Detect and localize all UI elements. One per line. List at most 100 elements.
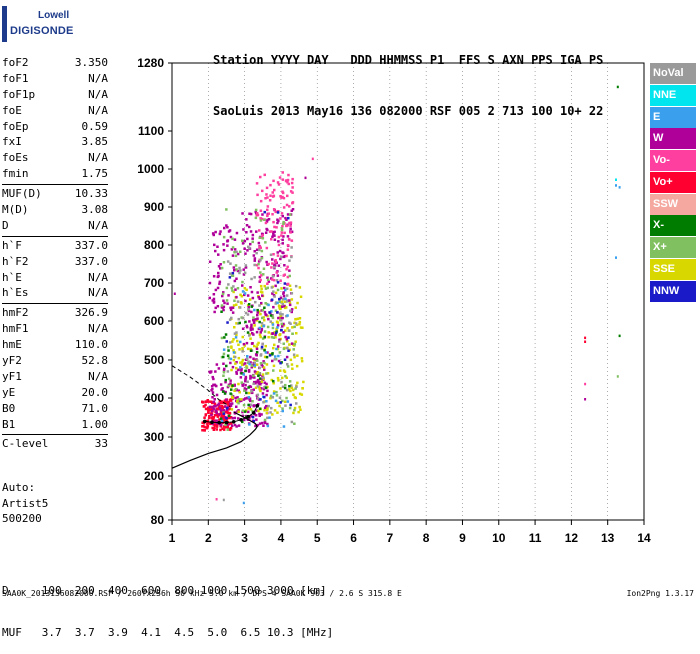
echo-point (295, 385, 298, 388)
legend-item: NNW (650, 280, 696, 302)
echo-point (270, 286, 274, 289)
param-name: hmE (2, 338, 22, 352)
echo-point (247, 386, 250, 389)
echo-point (255, 418, 258, 421)
echo-point (286, 275, 290, 279)
echo-point (248, 298, 252, 301)
echo-point (242, 273, 246, 276)
echo-point (258, 275, 262, 279)
echo-point (276, 281, 280, 284)
echo-point (278, 306, 281, 309)
header-value: SaoLuis (213, 104, 264, 118)
echo-point (253, 370, 257, 373)
echo-point (217, 271, 220, 275)
echo-point (265, 186, 269, 190)
echo-point (284, 288, 287, 292)
echo-point (276, 211, 280, 214)
echo-point (242, 363, 245, 366)
echo-point (232, 351, 236, 354)
echo-point (247, 370, 251, 373)
echo-point (273, 230, 276, 234)
echo-point (228, 341, 232, 344)
echo-point (290, 420, 294, 424)
echo-point (283, 286, 286, 290)
echo-point (265, 372, 268, 375)
echo-point (246, 355, 249, 358)
echo-point (215, 384, 218, 388)
param-name: foE (2, 103, 22, 117)
echo-point (299, 326, 303, 329)
echo-point (266, 218, 269, 222)
echo-point (258, 377, 262, 380)
echo-point (295, 332, 298, 335)
x-tick-label: 3 (241, 531, 248, 545)
echo-point (270, 378, 273, 382)
echo-point (285, 306, 288, 309)
echo-point (215, 419, 218, 422)
echo-point (261, 375, 264, 378)
echo-point (256, 193, 259, 197)
echo-point (235, 303, 238, 306)
echo-point (206, 422, 209, 426)
echo-point (280, 255, 283, 259)
echo-point (244, 410, 247, 413)
echo-point (229, 235, 233, 239)
echo-point (271, 332, 274, 335)
echo-point (298, 317, 302, 320)
echo-point (286, 365, 290, 368)
echo-point (281, 313, 284, 316)
echo-point (268, 416, 271, 419)
echo-point (229, 308, 233, 312)
echo-point (173, 292, 176, 295)
param-row: B1 1.00 (2, 417, 108, 433)
echo-point (213, 398, 216, 401)
echo-point (238, 306, 242, 309)
echo-point (272, 265, 276, 269)
param-name: foF1p (2, 87, 36, 101)
echo-point (278, 351, 282, 354)
echo-point (224, 410, 228, 414)
legend-item: X- (650, 215, 696, 237)
echo-point (290, 308, 294, 311)
echo-point (256, 311, 259, 314)
echo-point (230, 422, 233, 425)
echo-point (246, 249, 249, 252)
echo-point (281, 409, 284, 413)
echo-point (289, 227, 292, 230)
echo-point (279, 257, 282, 261)
echo-point (272, 390, 276, 393)
echo-point (277, 359, 281, 363)
echo-point (252, 254, 256, 257)
echo-point (255, 363, 259, 366)
echo-point (237, 356, 241, 360)
param-name: fmin (2, 167, 29, 181)
param-value: N/A (88, 151, 108, 165)
echo-point (220, 419, 224, 423)
legend-item: Vo- (650, 150, 696, 171)
echo-point (232, 349, 235, 352)
echo-point (246, 347, 250, 351)
echo-point (260, 324, 264, 328)
echo-point (260, 274, 263, 277)
echo-point (285, 287, 289, 290)
echo-points (173, 85, 621, 505)
echo-point (262, 324, 265, 328)
echo-point (279, 369, 282, 372)
param-name: B0 (2, 401, 16, 415)
y-tick-label: 900 (144, 200, 164, 214)
echo-point (204, 407, 208, 411)
param-name: foEs (2, 151, 29, 165)
muf-row: MUF 3.7 3.7 3.9 4.1 4.5 5.0 6.5 10.3 [MH… (2, 626, 333, 640)
echo-point (245, 218, 248, 221)
echo-point (291, 332, 294, 335)
echo-point (219, 417, 223, 420)
echo-point (292, 411, 295, 415)
echo-point (267, 212, 270, 215)
echo-point (233, 326, 236, 329)
echo-point (286, 340, 289, 343)
param-row: C-level 33 (2, 436, 108, 452)
legend-item: SSE (650, 258, 696, 280)
param-value: N/A (88, 369, 108, 383)
echo-point (253, 257, 257, 260)
echo-point (201, 425, 204, 428)
